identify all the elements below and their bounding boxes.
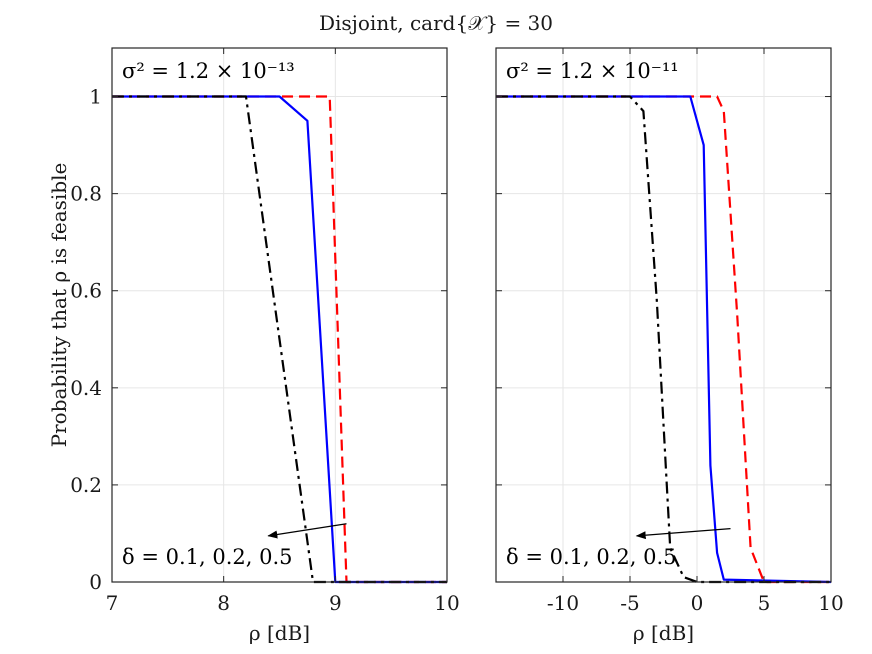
left-panel: 7 8 9 10 0 0.2 0.4 0.6 0.8 1 ρ [dB] σ² = 1.2 × 10⁻¹… [70,47,460,645]
right-panel: -10 -5 0 5 10 ρ [dB] σ² = 1.2 × 10⁻¹¹ δ = 0.1, … [495,47,844,645]
right-delta-arrow [635,528,731,540]
left-x-tick-label: 7 [106,591,119,615]
left-delta-label: δ = 0.1, 0.2, 0.5 [122,545,292,569]
left-axes-box [111,47,448,583]
right-x-tick-label: 10 [818,591,843,615]
left-y-tick-label: 0.6 [70,279,102,303]
right-x-tick-label: 0 [691,591,704,615]
left-sigma-annotation: σ² = 1.2 × 10⁻¹³ [122,59,295,83]
left-x-axis-label: ρ [dB] [249,621,310,645]
left-series-line [112,95,447,584]
right-sigma-annotation: σ² = 1.2 × 10⁻¹¹ [506,59,679,83]
left-x-tick-label: 9 [329,591,342,615]
right-x-tick-label: -10 [547,591,579,615]
left-delta-arrow [267,523,347,539]
right-series-line [496,95,832,584]
left-x-tick-label: 8 [217,591,230,615]
right-x-axis-label: ρ [dB] [633,621,694,645]
left-x-tick-label: 10 [434,591,459,615]
right-x-tick-label: -5 [620,591,639,615]
left-y-tick-label: 0.4 [70,376,102,400]
left-y-tick-label: 0.8 [70,182,102,206]
left-y-tick-label: 0.2 [70,473,102,497]
left-y-tick-label: 1 [89,85,102,109]
right-series-line [496,95,831,584]
figure-title: Disjoint, card{𝒳} = 30 [319,11,553,35]
right-delta-label: δ = 0.1, 0.2, 0.5 [506,545,676,569]
left-y-tick-label: 0 [89,570,102,594]
right-series-line [496,95,831,584]
right-x-tick-label: 5 [758,591,771,615]
y-axis-label: Probability that ρ is feasible [47,163,71,448]
right-axes-box [495,47,832,583]
